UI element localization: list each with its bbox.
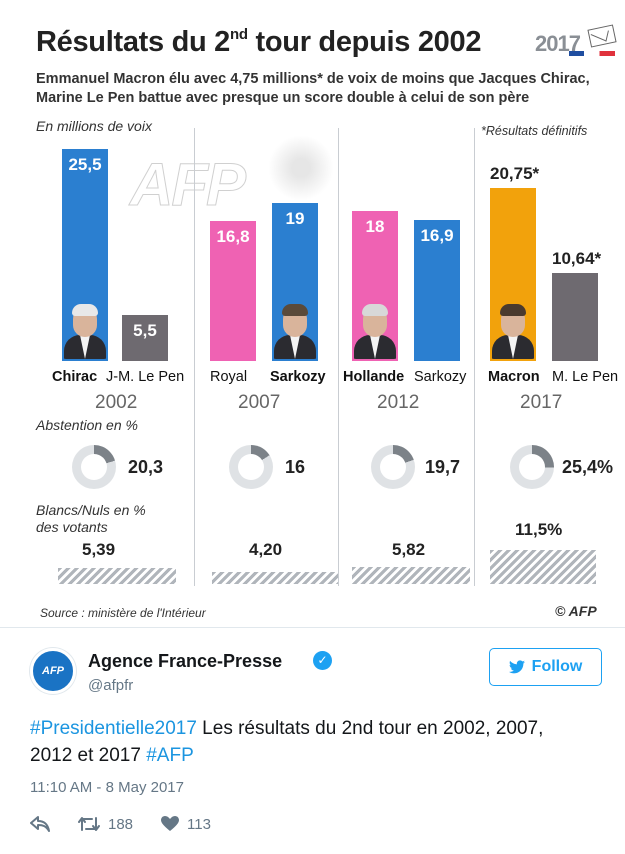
blank-votes-label: Blancs/Nuls en % des votants	[36, 502, 146, 535]
abstention-donut	[371, 445, 415, 489]
vote-bar: 5,5	[122, 315, 168, 361]
blank-votes-bar	[58, 568, 176, 584]
retweet-icon	[78, 817, 100, 831]
election-year: 2007	[238, 392, 281, 413]
candidate-portrait	[352, 303, 398, 359]
avatar[interactable]: AFP	[30, 648, 76, 694]
column-divider	[194, 128, 195, 586]
retweet-count: 188	[108, 815, 134, 833]
display-name[interactable]: Agence France-Presse	[88, 651, 283, 671]
candidate-name: Royal	[210, 369, 248, 385]
candidate-portrait	[490, 303, 536, 359]
portrait-hair	[500, 304, 526, 316]
bar-value-label: 16,9	[420, 226, 454, 245]
vote-bar: 20,75*	[490, 164, 539, 361]
election-year: 2012	[377, 392, 420, 413]
blank-votes-value: 5,82	[392, 540, 426, 559]
portrait-hair	[282, 304, 308, 316]
candidate-name: Hollande	[343, 369, 405, 385]
bar-value-label: 18	[365, 217, 385, 236]
bar-value-label: 5,5	[133, 321, 157, 340]
hashtag-link[interactable]: #Presidentielle2017	[30, 718, 197, 739]
abstention-value: 25,4%	[562, 457, 614, 477]
bar-value-label: 19	[285, 209, 305, 228]
watermark-globe	[268, 135, 334, 201]
heart-icon	[161, 816, 180, 831]
column-divider	[474, 128, 475, 586]
user-handle[interactable]: @afpfr	[88, 677, 134, 694]
afp-credit: © AFP	[555, 603, 597, 619]
abstention-value: 19,7	[425, 457, 461, 477]
portrait-shirt	[508, 335, 518, 359]
election-year: 2002	[95, 392, 138, 413]
election-year: 2017	[520, 392, 563, 413]
abstention-donut	[229, 445, 273, 489]
abstention-donut	[72, 445, 116, 489]
tweet-timestamp[interactable]: 11:10 AM - 8 May 2017	[30, 779, 184, 796]
abstention-donut	[510, 445, 554, 489]
tweet-actions: 188 113	[30, 813, 239, 835]
bar-value-label: 20,75*	[490, 164, 540, 183]
source-note: Source : ministère de l'Intérieur	[40, 606, 206, 620]
unit-label: En millions de voix	[36, 118, 152, 134]
blank-votes-bar	[352, 567, 470, 584]
candidate-portrait	[62, 303, 108, 359]
infographic: Résultats du 2nd tour depuis 2002 2017 E…	[0, 0, 625, 628]
vote-bar: 10,64*	[552, 249, 601, 361]
follow-label: Follow	[531, 658, 583, 675]
blank-votes-bar	[490, 550, 596, 584]
candidate-name: J-M. Le Pen	[106, 369, 185, 385]
blank-votes-value: 5,39	[82, 540, 116, 559]
bar-value-label: 10,64*	[552, 249, 602, 268]
candidate-name: Sarkozy	[270, 369, 326, 385]
infographic-subtitle: Emmanuel Macron élu avec 4,75 millions* …	[36, 71, 590, 106]
portrait-shirt	[290, 335, 300, 359]
footnote-label: *Résultats définitifs	[481, 124, 588, 138]
portrait-shirt	[80, 335, 90, 359]
hashtag-link[interactable]: #AFP	[146, 745, 194, 766]
candidate-name: Chirac	[52, 369, 98, 385]
reply-button[interactable]	[30, 816, 50, 832]
election-logo: 2017	[535, 24, 617, 61]
like-count: 113	[187, 815, 211, 833]
portrait-hair	[72, 304, 98, 316]
retweet-button[interactable]: 188	[78, 816, 133, 833]
abstention-label: Abstention en %	[36, 417, 138, 433]
reply-icon	[30, 816, 50, 832]
infographic-title: Résultats du 2nd tour depuis 2002	[36, 26, 482, 58]
candidate-name: M. Le Pen	[552, 369, 619, 385]
candidate-name: Sarkozy	[414, 369, 467, 385]
watermark: AFP	[130, 151, 247, 219]
like-button[interactable]: 113	[161, 816, 211, 833]
candidate-portrait	[272, 303, 318, 359]
twitter-bird-icon	[508, 660, 525, 674]
portrait-hair	[362, 304, 388, 316]
abstention-value: 20,3	[128, 457, 164, 477]
tweet-body: Les résultats du 2nd tour en 2002, 2007,…	[30, 718, 544, 766]
tweet-text: #Presidentielle2017 Les résultats du 2nd…	[30, 715, 590, 769]
blank-votes-value: 4,20	[249, 540, 283, 559]
candidate-name: Macron	[488, 369, 540, 385]
blank-votes-bar	[212, 572, 338, 584]
flag-stripe	[569, 51, 615, 56]
portrait-shirt	[370, 335, 380, 359]
tweet-header: AFP Agence France-Presse ✓ @afpfr Follow	[30, 646, 605, 706]
envelope-icon	[587, 24, 617, 48]
bar-value-label: 25,5	[68, 155, 102, 174]
blank-votes-value: 11,5%	[515, 520, 563, 539]
bar-value-label: 16,8	[216, 227, 250, 246]
vote-bar: 16,8	[210, 221, 256, 361]
column-divider	[338, 128, 339, 586]
abstention-value: 16	[285, 457, 306, 477]
vote-bar: 16,9	[414, 220, 460, 361]
verified-badge-icon: ✓	[313, 651, 332, 670]
follow-button[interactable]: Follow	[489, 648, 602, 686]
